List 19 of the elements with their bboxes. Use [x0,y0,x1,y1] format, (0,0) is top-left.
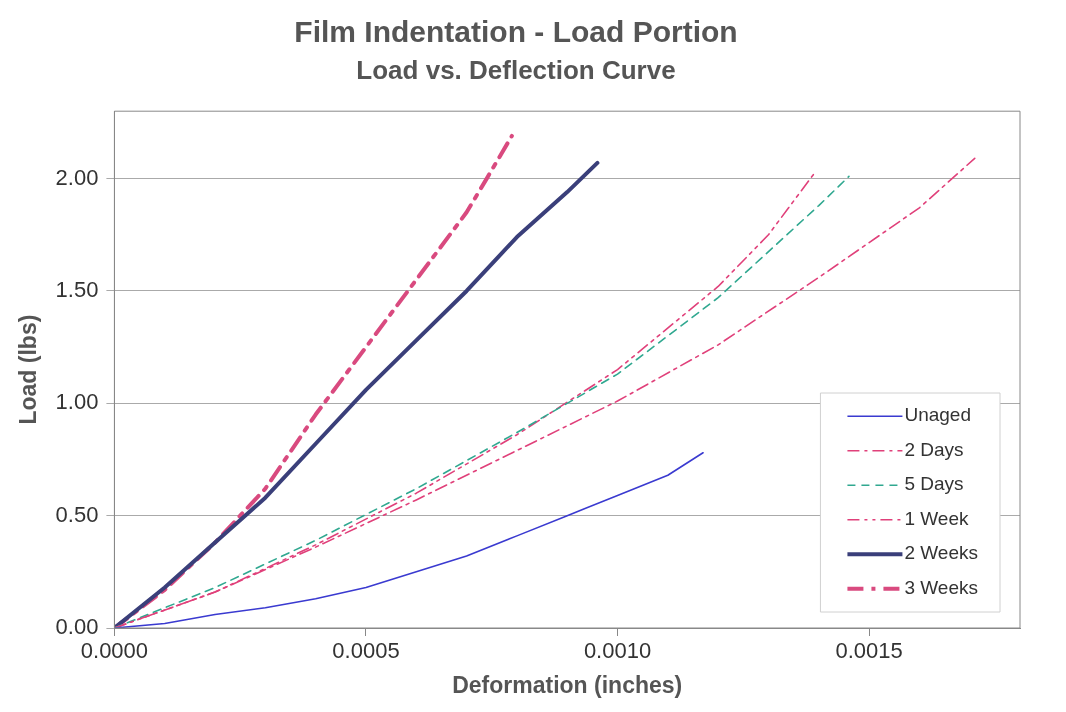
x-tick-label: 0.0010 [583,638,652,664]
legend-label: 2 Days [904,438,964,460]
legend-label: 2 Weeks [904,542,979,564]
x-tick-label: 0.0005 [332,638,400,664]
x-tick-label: 0.0015 [835,638,903,664]
chart-subtitle: Load vs. Deflection Curve [356,54,676,85]
y-tick-label: 0.50 [55,501,99,527]
x-tick-label: 0.0000 [80,638,149,664]
y-axis-title: Load (lbs) [15,314,42,425]
y-tick-label: 2.00 [55,164,99,190]
legend-label: 3 Weeks [904,576,979,598]
x-axis-title: Deformation (inches) [452,671,683,698]
y-tick-label: 1.00 [55,389,99,415]
chart-title: Film Indentation - Load Portion [294,15,738,49]
y-tick-label: 1.50 [55,277,99,303]
legend-label: Unaged [904,404,971,426]
legend-label: 1 Week [904,507,969,529]
legend-label: 5 Days [904,473,964,495]
y-tick-label: 0.00 [55,614,99,640]
